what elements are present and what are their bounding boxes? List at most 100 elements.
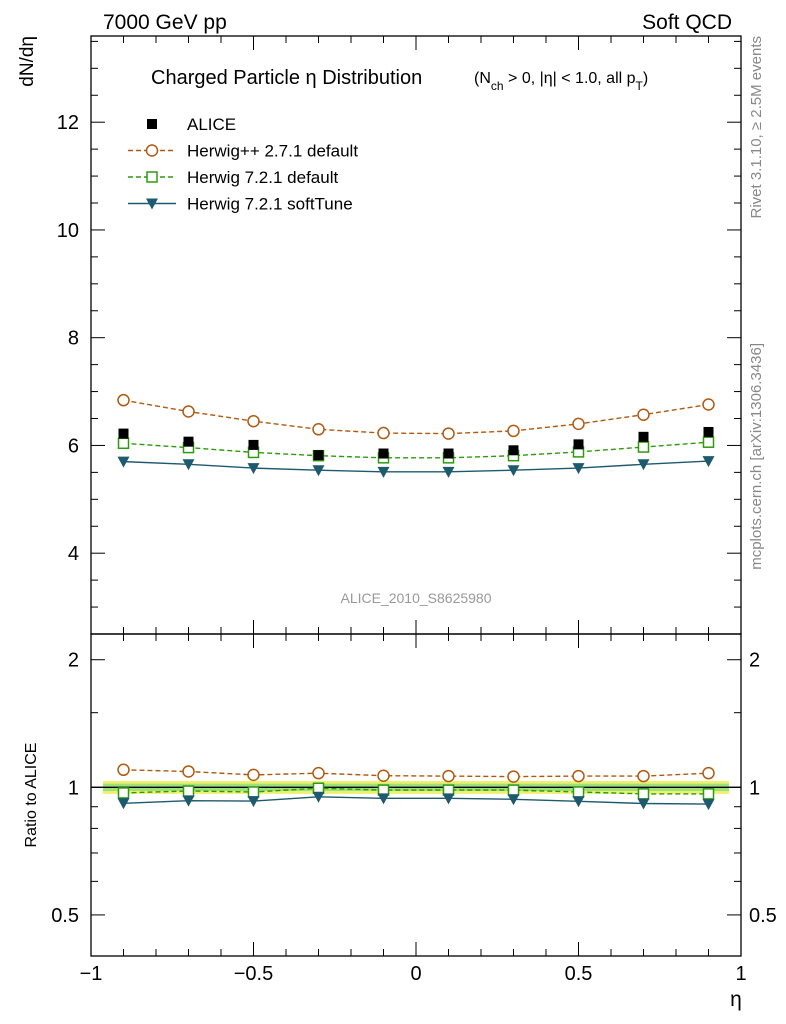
ratio-series-2-point bbox=[572, 796, 585, 808]
ratio-ytick-label-right: 2 bbox=[749, 650, 760, 672]
legend-label-3: Herwig 7.2.1 softTune bbox=[187, 195, 353, 214]
main-series-0-point bbox=[118, 428, 129, 439]
main-series-1-point bbox=[572, 417, 585, 431]
x-axis-label: η bbox=[730, 988, 742, 1011]
main-series-0-point bbox=[248, 439, 259, 450]
ratio-series-0-point bbox=[442, 769, 455, 783]
main-series-0-point bbox=[573, 439, 584, 450]
main-series-0-point bbox=[443, 448, 454, 459]
main-series-3-point bbox=[572, 463, 585, 475]
main-series-2-line bbox=[123, 441, 709, 459]
main-series-1-point bbox=[637, 408, 650, 421]
main-series-0-point bbox=[313, 450, 324, 461]
chart-title-text: Charged Particle η Distribution bbox=[151, 67, 422, 89]
ratio-series-0-point bbox=[507, 770, 520, 783]
ratio-series-1-point bbox=[637, 788, 650, 800]
x-tick-label: −0.5 bbox=[234, 963, 273, 985]
main-series-3-point bbox=[442, 466, 455, 478]
main-ytick-label: 6 bbox=[68, 435, 79, 457]
ratio-series-0-point bbox=[572, 769, 585, 783]
ratio-series-0-point bbox=[312, 766, 325, 780]
main-ytick-label: 10 bbox=[57, 220, 79, 242]
ratio-series-0-point bbox=[247, 768, 260, 782]
main-series-3-point bbox=[182, 459, 195, 471]
main-ytick-label: 4 bbox=[68, 543, 79, 565]
main-series-0-point bbox=[378, 448, 389, 459]
main-series-3-point bbox=[312, 465, 325, 477]
main-ytick-label: 8 bbox=[68, 328, 79, 350]
ratio-series-0-point bbox=[637, 769, 650, 783]
main-series-2-point bbox=[637, 441, 650, 453]
ratio-series-0-line bbox=[123, 769, 709, 778]
main-series-0-point bbox=[508, 445, 519, 456]
legend-marker-1 bbox=[145, 144, 159, 157]
ratio-series-1-line bbox=[123, 787, 709, 795]
main-y-label: dN/dη bbox=[17, 36, 38, 87]
header-right: Soft QCD bbox=[642, 11, 732, 34]
ratio-ytick-label: 0.5 bbox=[51, 905, 79, 927]
ratio-series-2-point bbox=[117, 798, 130, 810]
main-series-3-point bbox=[702, 456, 715, 468]
ratio-series-1-point bbox=[312, 782, 325, 794]
legend-label-0: ALICE bbox=[187, 115, 236, 134]
ratio-ytick-label: 1 bbox=[68, 777, 79, 799]
ratio-series-0-point bbox=[377, 769, 390, 782]
ratio-series-2-point bbox=[442, 793, 455, 805]
legend-label-1: Herwig++ 2.7.1 default bbox=[187, 142, 358, 161]
ratio-series-1-point bbox=[117, 787, 130, 799]
main-series-1-point bbox=[507, 424, 520, 438]
main-series-2-point bbox=[117, 437, 130, 450]
main-series-1-point bbox=[442, 427, 455, 440]
ratio-series-0-point bbox=[702, 766, 715, 780]
ratio-series-1-point bbox=[182, 785, 195, 797]
main-series-1-point bbox=[312, 423, 325, 436]
main-series-0-point bbox=[703, 426, 714, 437]
ratio-series-2-point bbox=[637, 798, 650, 810]
x-tick-label: −1 bbox=[80, 963, 103, 985]
legend-marker-2 bbox=[146, 171, 158, 183]
ratio-series-2-line bbox=[123, 796, 709, 805]
ratio-series-2-point bbox=[182, 795, 195, 807]
main-panel: 4 6 8 10 12 bbox=[57, 35, 742, 635]
main-series-1-point bbox=[247, 414, 260, 428]
ratio-y-label: Ratio to ALICE bbox=[23, 743, 40, 848]
ratio-series-2-point bbox=[377, 793, 390, 805]
ratio-series-2-point bbox=[312, 791, 325, 803]
main-series-1-point bbox=[377, 426, 390, 440]
legend: ALICE Herwig++ 2.7.1 default Herwig 7.2.1 … bbox=[128, 115, 358, 214]
main-series-2-point bbox=[702, 436, 715, 448]
chart-title: Charged Particle η Distribution (Nch > 0… bbox=[151, 67, 648, 93]
ratio-ytick-label-right: 1 bbox=[749, 777, 760, 799]
main-series-0-point bbox=[638, 431, 649, 442]
chart-title-cuts: (Nch > 0, |η| < 1.0, all pT) bbox=[474, 70, 648, 93]
x-tick-label: 0.5 bbox=[565, 963, 593, 985]
legend-marker-3 bbox=[146, 198, 158, 210]
ratio-series-1-point bbox=[247, 786, 260, 798]
main-series-1-line bbox=[123, 399, 709, 435]
main-series-3-point bbox=[637, 459, 650, 471]
ratio-series-1-point bbox=[702, 788, 715, 800]
rivet-label: Rivet 3.1.10, ≥ 2.5M events bbox=[748, 36, 765, 219]
mcplots-label: mcplots.cern.ch [arXiv:1306.3436] bbox=[748, 343, 765, 570]
main-series-1-point bbox=[182, 405, 195, 418]
ratio-series-1-point bbox=[507, 784, 520, 796]
main-series-0-point bbox=[183, 436, 194, 447]
main-series-1-point bbox=[117, 393, 130, 407]
main-series-3-point bbox=[377, 466, 390, 478]
main-series-3-line bbox=[123, 460, 709, 473]
legend-label-2: Herwig 7.2.1 default bbox=[187, 168, 338, 187]
analysis-id: ALICE_2010_S8625980 bbox=[340, 590, 491, 606]
header-left: 7000 GeV pp bbox=[103, 11, 227, 34]
main-series-3-point bbox=[117, 456, 130, 468]
main-ytick-label: 12 bbox=[57, 112, 79, 134]
ratio-series-0-point bbox=[117, 763, 130, 777]
main-series-1-point bbox=[702, 398, 715, 411]
legend-marker-0 bbox=[147, 119, 157, 129]
ratio-series-2-point bbox=[507, 794, 520, 806]
x-tick-label: 1 bbox=[735, 963, 746, 985]
ratio-ytick-label: 2 bbox=[68, 650, 79, 672]
ratio-series-1-point bbox=[572, 786, 585, 798]
ratio-series-0-point bbox=[182, 765, 195, 778]
ratio-series-2-point bbox=[247, 796, 260, 808]
